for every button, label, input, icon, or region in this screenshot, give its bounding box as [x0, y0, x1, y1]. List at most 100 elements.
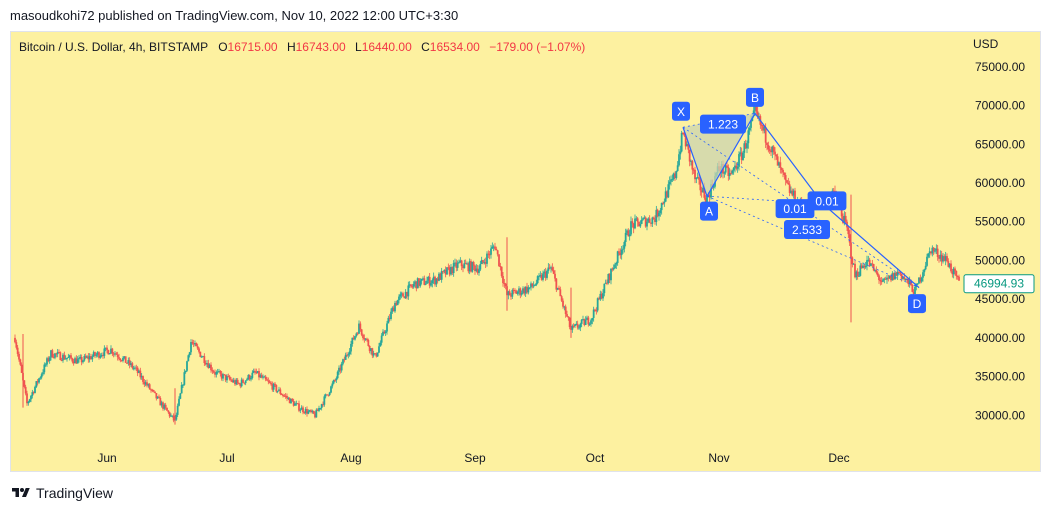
- candle-body: [34, 386, 36, 393]
- candle-body: [560, 296, 563, 301]
- pattern-point-b[interactable]: B: [746, 87, 764, 107]
- candle-body: [316, 409, 319, 411]
- candle-body: [156, 396, 159, 399]
- candle-body: [223, 374, 226, 376]
- candle-body: [214, 372, 216, 375]
- candle-body: [102, 355, 104, 357]
- harmonic-pattern[interactable]: X A B D 1.223 0.01 0.01 2.533: [672, 87, 926, 314]
- open-value: 16715.00: [227, 40, 278, 54]
- pattern-ratio-1-box: [775, 199, 815, 219]
- candle-body: [294, 403, 296, 406]
- candle-body: [330, 386, 332, 393]
- candle-body: [787, 182, 790, 185]
- candle-body: [15, 342, 18, 348]
- candle-body: [415, 281, 418, 289]
- candle-body: [632, 223, 635, 229]
- candle-body: [219, 371, 222, 374]
- time-axis[interactable]: Jun Jul Aug Sep Oct Nov Dec: [97, 451, 849, 465]
- candle-body: [319, 408, 322, 410]
- pattern-point-d[interactable]: D: [908, 294, 926, 314]
- candle-body: [888, 275, 891, 279]
- last-price-box: [963, 274, 1035, 294]
- candle-body: [918, 277, 920, 284]
- candle-body: [887, 277, 890, 279]
- candle-body: [792, 190, 795, 196]
- candle-body: [18, 353, 20, 360]
- candle-body: [259, 375, 262, 378]
- candle-body: [207, 363, 210, 369]
- candle-body: [152, 390, 155, 392]
- candle-body: [574, 324, 576, 326]
- candle-body: [682, 132, 684, 134]
- candle-body: [922, 272, 924, 278]
- candle-body: [656, 209, 659, 217]
- candle-body: [712, 186, 715, 188]
- pattern-xab-fill: [683, 113, 755, 197]
- candle-body: [536, 276, 539, 284]
- candle-body: [122, 358, 124, 361]
- pattern-ratio-1[interactable]: 0.01: [775, 199, 815, 219]
- candle-body: [782, 169, 784, 173]
- candle-body: [663, 201, 666, 204]
- candle-body: [452, 263, 455, 274]
- candle-body: [647, 218, 650, 222]
- candle-body: [606, 282, 608, 284]
- pattern-point-x[interactable]: X: [672, 101, 690, 121]
- candle-body: [303, 412, 306, 414]
- candle-body: [507, 291, 510, 296]
- candle-body: [479, 264, 482, 270]
- candle-body: [928, 251, 931, 254]
- candle-body: [326, 394, 328, 396]
- candle-body: [283, 395, 286, 397]
- candle-body: [314, 413, 316, 418]
- candle-body: [898, 271, 900, 273]
- pattern-ratio-3[interactable]: 2.533: [784, 219, 830, 239]
- candle-body: [476, 268, 479, 273]
- candle-body: [36, 381, 39, 383]
- pattern-ratio-2[interactable]: 0.01: [807, 191, 847, 211]
- y-tick-label: 65000.00: [975, 137, 1025, 151]
- candle-body: [948, 263, 951, 267]
- pattern-ratio-line: [706, 195, 920, 288]
- candle-body: [422, 278, 424, 280]
- candle-body: [791, 190, 794, 196]
- publish-attribution: masoudkohi72 published on TradingView.co…: [10, 8, 459, 23]
- candle-body: [466, 263, 468, 265]
- candle-body: [754, 106, 756, 111]
- candle-body: [699, 179, 702, 191]
- candle-body: [675, 170, 678, 178]
- candle-body: [630, 221, 632, 235]
- candle-body: [235, 379, 238, 385]
- candle-body: [847, 227, 850, 235]
- candle-body: [359, 323, 362, 330]
- pattern-point-a-box: [700, 201, 718, 221]
- candle-body: [20, 364, 23, 373]
- x-tick-label: Nov: [708, 451, 729, 465]
- candle-body: [360, 329, 363, 335]
- price-axis[interactable]: USD 75000.00 70000.00 65000.00 60000.00 55000…: [963, 37, 1035, 422]
- candle-body: [434, 276, 436, 285]
- candlestick-chart[interactable]: X A B D 1.223 0.01 0.01 2.533 USD 75000.00 70000.0…: [11, 32, 1040, 471]
- pattern-point-d-text: D: [913, 297, 922, 311]
- pattern-ratio-0[interactable]: 1.223: [700, 114, 746, 134]
- y-tick-label: 55000.00: [975, 215, 1025, 229]
- candle-body: [882, 279, 884, 282]
- candle-body: [659, 210, 662, 213]
- candle-body: [762, 125, 764, 131]
- pattern-point-a[interactable]: A: [700, 201, 718, 221]
- candle-body: [602, 293, 604, 299]
- candle-body: [727, 167, 730, 176]
- candle-body: [704, 197, 707, 203]
- candle-body: [483, 262, 486, 264]
- candle-body: [26, 393, 28, 404]
- candle-body: [28, 399, 31, 402]
- candle-body: [187, 355, 190, 362]
- pattern-ratio-3-text: 2.533: [792, 223, 822, 237]
- candle-body: [883, 278, 886, 280]
- chart-area[interactable]: X A B D 1.223 0.01 0.01 2.533 USD 75000.00 70000.0…: [10, 31, 1041, 472]
- candle-body: [788, 184, 791, 193]
- candle-body: [203, 356, 206, 364]
- candle-body: [768, 149, 771, 151]
- candle-body: [290, 398, 292, 404]
- candle-body: [852, 263, 855, 265]
